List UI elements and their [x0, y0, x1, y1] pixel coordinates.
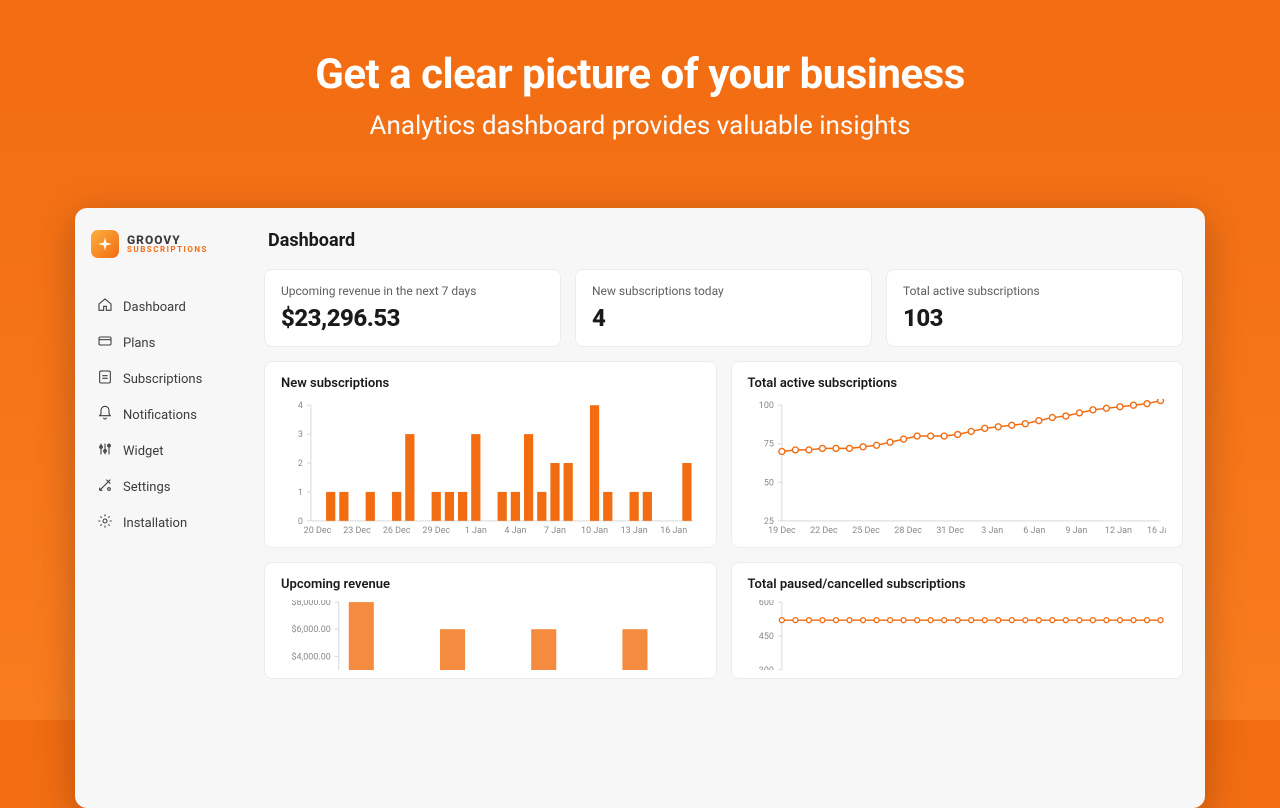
nav-icon: [97, 405, 113, 425]
svg-text:1 Jan: 1 Jan: [465, 526, 487, 536]
stat-value: $23,296.53: [281, 304, 544, 332]
nav-icon: [97, 369, 113, 389]
svg-text:3: 3: [298, 430, 303, 440]
svg-text:100: 100: [758, 401, 773, 411]
svg-text:13 Jan: 13 Jan: [621, 526, 648, 536]
svg-text:1: 1: [298, 488, 303, 498]
svg-text:4: 4: [298, 401, 303, 411]
svg-text:7 Jan: 7 Jan: [544, 526, 566, 536]
stat-card: Upcoming revenue in the next 7 days $23,…: [264, 269, 561, 347]
svg-text:20 Dec: 20 Dec: [304, 526, 332, 536]
nav-label: Dashboard: [123, 300, 186, 315]
stat-card: New subscriptions today 4: [575, 269, 872, 347]
chart-title: Total paused/cancelled subscriptions: [748, 577, 1167, 592]
app-window: GROOVY SUBSCRIPTIONS Dashboard Plans Subsc…: [75, 208, 1205, 808]
nav-icon: [97, 477, 113, 497]
svg-text:23 Dec: 23 Dec: [343, 526, 371, 536]
main-content: Dashboard Upcoming revenue in the next 7…: [260, 208, 1205, 808]
svg-text:6 Jan: 6 Jan: [1023, 526, 1045, 536]
sidebar-nav: Dashboard Plans Subscriptions Notifications…: [89, 290, 246, 540]
page-title: Dashboard: [264, 230, 1183, 251]
svg-text:29 Dec: 29 Dec: [422, 526, 450, 536]
nav-label: Widget: [123, 444, 163, 459]
sidebar-item-installation[interactable]: Installation: [89, 506, 246, 540]
svg-text:$4,000.00: $4,000.00: [291, 651, 330, 662]
sidebar: GROOVY SUBSCRIPTIONS Dashboard Plans Subsc…: [75, 208, 260, 808]
svg-text:600: 600: [758, 600, 773, 608]
svg-text:4 Jan: 4 Jan: [504, 526, 526, 536]
chart-title: Total active subscriptions: [748, 376, 1167, 391]
svg-text:10 Jan: 10 Jan: [581, 526, 608, 536]
svg-text:450: 450: [758, 632, 773, 642]
svg-text:28 Dec: 28 Dec: [894, 526, 922, 536]
chart-paused-cancelled: Total paused/cancelled subscriptions 300…: [731, 562, 1184, 679]
nav-icon: [97, 297, 113, 317]
svg-text:31 Dec: 31 Dec: [936, 526, 964, 536]
svg-text:9 Jan: 9 Jan: [1065, 526, 1087, 536]
nav-icon: [97, 333, 113, 353]
stat-label: Total active subscriptions: [903, 284, 1166, 298]
nav-label: Installation: [123, 516, 187, 531]
chart-new-subscriptions: New subscriptions 0 1 2 3 4 20 Dec 23 Dec 26 De…: [264, 361, 717, 548]
stat-value: 4: [592, 304, 855, 332]
nav-icon: [97, 513, 113, 533]
nav-label: Settings: [123, 480, 170, 495]
svg-text:3 Jan: 3 Jan: [981, 526, 1003, 536]
chart-active-subscriptions: Total active subscriptions 25507510019 D…: [731, 361, 1184, 548]
stat-value: 103: [903, 304, 1166, 332]
svg-text:$8,000.00: $8,000.00: [291, 600, 330, 608]
svg-text:16 Jan: 16 Jan: [660, 526, 687, 536]
svg-text:$6,000.00: $6,000.00: [291, 624, 330, 635]
svg-text:25 Dec: 25 Dec: [852, 526, 880, 536]
chart-title: New subscriptions: [281, 376, 700, 391]
sidebar-item-dashboard[interactable]: Dashboard: [89, 290, 246, 324]
svg-text:22 Dec: 22 Dec: [810, 526, 838, 536]
svg-text:50: 50: [763, 478, 773, 488]
hero-title: Get a clear picture of your business: [0, 50, 1280, 99]
svg-text:2: 2: [298, 459, 303, 469]
svg-text:16 Jan: 16 Jan: [1146, 526, 1166, 536]
sidebar-item-settings[interactable]: Settings: [89, 470, 246, 504]
nav-label: Notifications: [123, 408, 197, 423]
nav-label: Subscriptions: [123, 372, 202, 387]
brand-logo[interactable]: GROOVY SUBSCRIPTIONS: [89, 230, 246, 258]
svg-text:0: 0: [298, 517, 303, 527]
svg-text:26 Dec: 26 Dec: [383, 526, 411, 536]
brand-tagline: SUBSCRIPTIONS: [127, 246, 208, 254]
svg-text:300: 300: [758, 666, 773, 670]
chart-upcoming-revenue: Upcoming revenue $4,000.00 $6,000.00 $8,00…: [264, 562, 717, 679]
svg-text:75: 75: [763, 440, 773, 450]
stat-label: New subscriptions today: [592, 284, 855, 298]
hero-subtitle: Analytics dashboard provides valuable in…: [0, 111, 1280, 141]
nav-icon: [97, 441, 113, 461]
stat-cards-row: Upcoming revenue in the next 7 days $23,…: [264, 269, 1183, 347]
chart-title: Upcoming revenue: [281, 577, 700, 592]
sidebar-item-widget[interactable]: Widget: [89, 434, 246, 468]
nav-label: Plans: [123, 336, 155, 351]
svg-text:12 Jan: 12 Jan: [1104, 526, 1131, 536]
sidebar-item-notifications[interactable]: Notifications: [89, 398, 246, 432]
sidebar-item-plans[interactable]: Plans: [89, 326, 246, 360]
stat-label: Upcoming revenue in the next 7 days: [281, 284, 544, 298]
sidebar-item-subscriptions[interactable]: Subscriptions: [89, 362, 246, 396]
stat-card: Total active subscriptions 103: [886, 269, 1183, 347]
logo-spark-icon: [91, 230, 119, 258]
svg-text:19 Dec: 19 Dec: [768, 526, 796, 536]
